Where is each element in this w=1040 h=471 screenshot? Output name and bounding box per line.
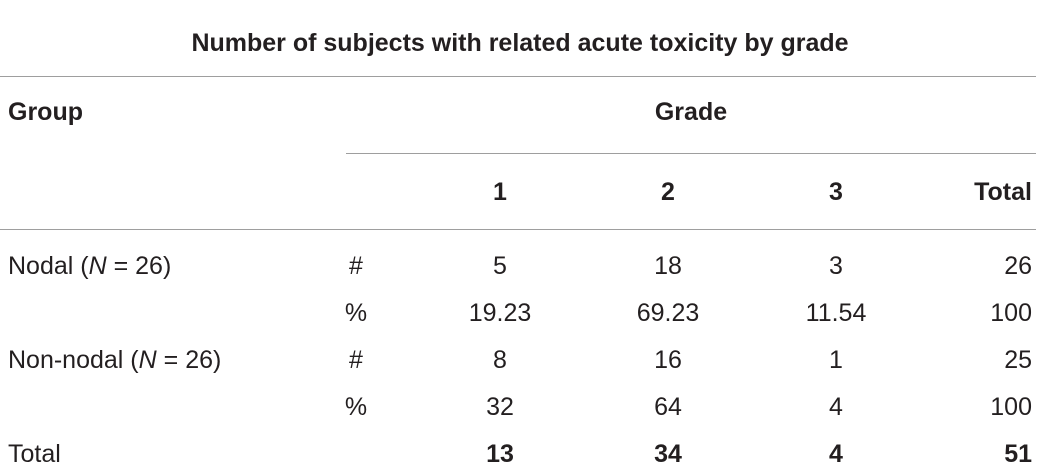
unit-label: % xyxy=(344,393,368,421)
top-divider xyxy=(0,76,1036,77)
table-cell: 4 xyxy=(829,393,843,421)
table-cell: 26 xyxy=(1004,252,1032,280)
unit-label: % xyxy=(344,299,368,327)
table-cell: 16 xyxy=(654,346,682,374)
table-cell: 19.23 xyxy=(468,299,532,327)
table-cell: 100 xyxy=(990,393,1032,421)
total-cell: 34 xyxy=(654,440,682,468)
total-cell: 51 xyxy=(1004,440,1032,468)
grade-3-header: 3 xyxy=(829,178,843,206)
grade-divider xyxy=(346,153,1036,154)
table-cell: 64 xyxy=(654,393,682,421)
header-divider xyxy=(0,229,1036,230)
unit-label: # xyxy=(349,252,363,280)
table-cell: 25 xyxy=(1004,346,1032,374)
table-cell: 18 xyxy=(654,252,682,280)
table-cell: 32 xyxy=(486,393,514,421)
table-title: Number of subjects with related acute to… xyxy=(191,29,849,57)
table-cell: 69.23 xyxy=(636,299,700,327)
grade-1-header: 1 xyxy=(493,178,507,206)
total-header: Total xyxy=(974,178,1032,206)
table-cell: 100 xyxy=(990,299,1032,327)
group-header: Group xyxy=(8,98,83,126)
total-row-label: Total xyxy=(8,440,61,468)
table-cell: 5 xyxy=(493,252,507,280)
table-cell: 8 xyxy=(493,346,507,374)
table-cell: 1 xyxy=(829,346,843,374)
unit-label: # xyxy=(349,346,363,374)
table-cell: 11.54 xyxy=(805,299,867,327)
total-cell: 4 xyxy=(829,440,843,468)
total-cell: 13 xyxy=(486,440,514,468)
grade-header: Grade xyxy=(654,98,728,126)
grade-2-header: 2 xyxy=(661,178,675,206)
table-cell: 3 xyxy=(829,252,843,280)
group-label-non-nodal: Non-nodal (N = 26) xyxy=(8,346,222,374)
group-label-nodal: Nodal (N = 26) xyxy=(8,252,172,280)
